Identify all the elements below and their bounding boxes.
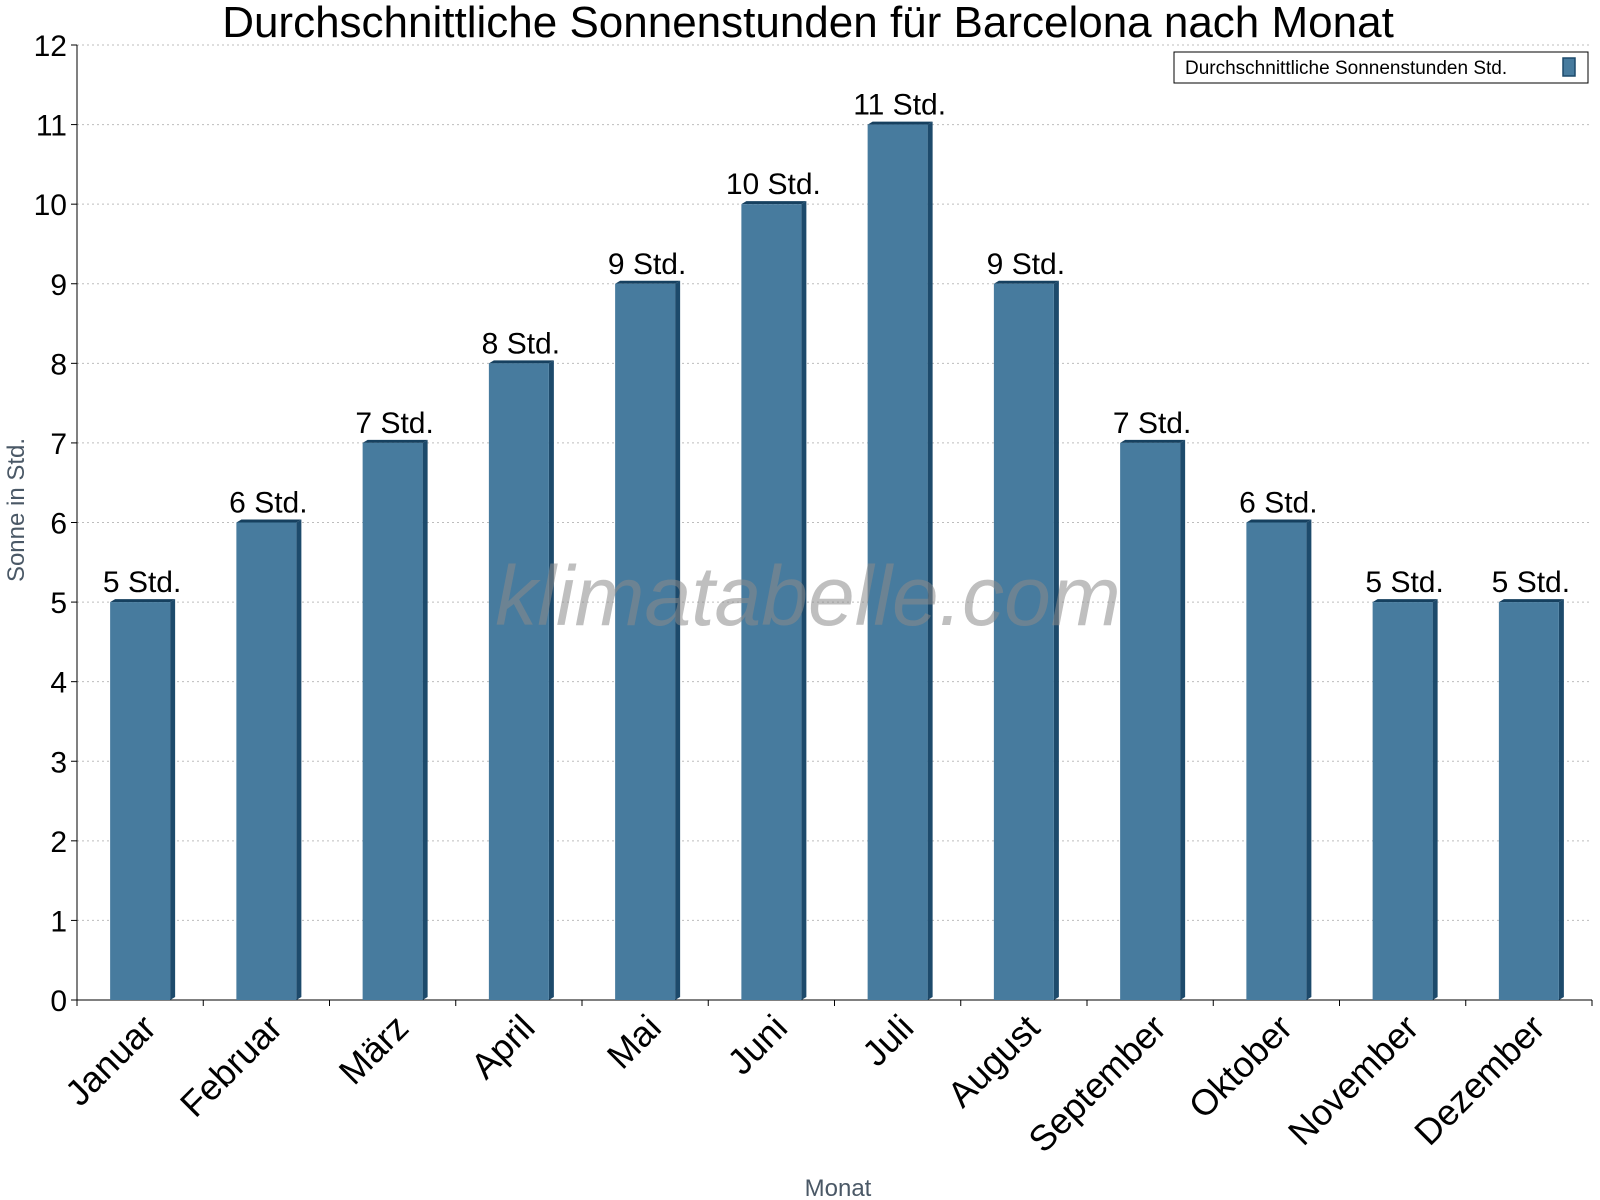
bar [110,602,171,1000]
bar-top [1372,599,1438,603]
bar [741,204,802,1000]
data-label: 7 Std. [1113,407,1191,440]
y-tick-label: 0 [50,985,67,1018]
bar [615,283,676,1000]
bar [1120,442,1181,1001]
bars [110,121,1564,1001]
y-tick-label: 10 [34,189,67,222]
bar-side [548,360,554,1000]
bar-top [615,280,681,284]
data-label: 6 Std. [229,487,307,520]
data-label: 11 Std. [853,89,946,122]
y-tick-label: 11 [36,110,67,143]
legend-label: Durchschnittliche Sonnenstunden Std. [1185,58,1507,79]
chart-title: Durchschnittliche Sonnenstunden für Barc… [222,0,1394,47]
bar [867,124,928,1001]
bar-top [488,360,554,364]
data-label: 8 Std. [482,327,560,360]
bar [1498,602,1559,1000]
bar-top [362,439,428,443]
bar [1246,522,1307,1000]
bar-top [741,201,807,205]
data-label: 5 Std. [1365,566,1443,599]
bar-side [1558,599,1564,1000]
bar [993,283,1054,1000]
y-tick-label: 12 [34,30,67,63]
bar-side [675,280,681,1000]
legend-swatch [1562,57,1576,77]
data-label: 5 Std. [1492,566,1570,599]
bar-side [296,519,302,1000]
data-label: 7 Std. [355,407,433,440]
data-label: 5 Std. [103,566,181,599]
y-tick-label: 1 [50,905,67,938]
bar-side [170,599,176,1000]
watermark: klimatabelle.com [495,549,1121,643]
y-tick-label: 3 [50,746,67,779]
bar [488,363,549,1000]
bar-top [867,121,933,125]
data-labels: 5 Std. 6 Std. 7 Std. 8 Std. 9 Std. 10 Std. 11 … [103,89,1570,599]
bar [1372,602,1433,1000]
bar-side [1053,280,1059,1000]
y-tick-label: 2 [50,826,67,859]
data-label: 6 Std. [1239,487,1317,520]
bar-side [1306,519,1312,1000]
y-axis-label: Sonne in Std. [3,438,30,582]
bar-top [110,599,176,603]
data-label: 9 Std. [987,248,1065,281]
y-tick-label: 6 [50,508,67,541]
bar [236,522,297,1000]
axes [71,44,1593,1006]
y-tick-label: 4 [50,667,67,700]
bar-top [1120,439,1186,443]
data-label: 9 Std. [608,248,686,281]
bar-top [1498,599,1564,603]
y-tick-label: 8 [50,348,67,381]
legend-box [1173,51,1589,84]
data-label: 10 Std. [726,168,821,201]
bar [362,442,423,1001]
bar-side [1432,599,1438,1000]
bar-side [1180,439,1186,1001]
bar-side [422,439,428,1001]
bar-side [801,201,807,1000]
y-tick-label: 7 [50,428,67,461]
bar-top [993,280,1059,284]
x-axis-label: Monat [805,1175,872,1200]
y-tick-label: 9 [50,269,67,302]
legend: Durchschnittliche Sonnenstunden Std. [1173,51,1589,84]
bar-side [927,121,933,1001]
bar-top [1246,519,1312,523]
bar-top [236,519,302,523]
y-tick-label: 5 [50,587,67,620]
